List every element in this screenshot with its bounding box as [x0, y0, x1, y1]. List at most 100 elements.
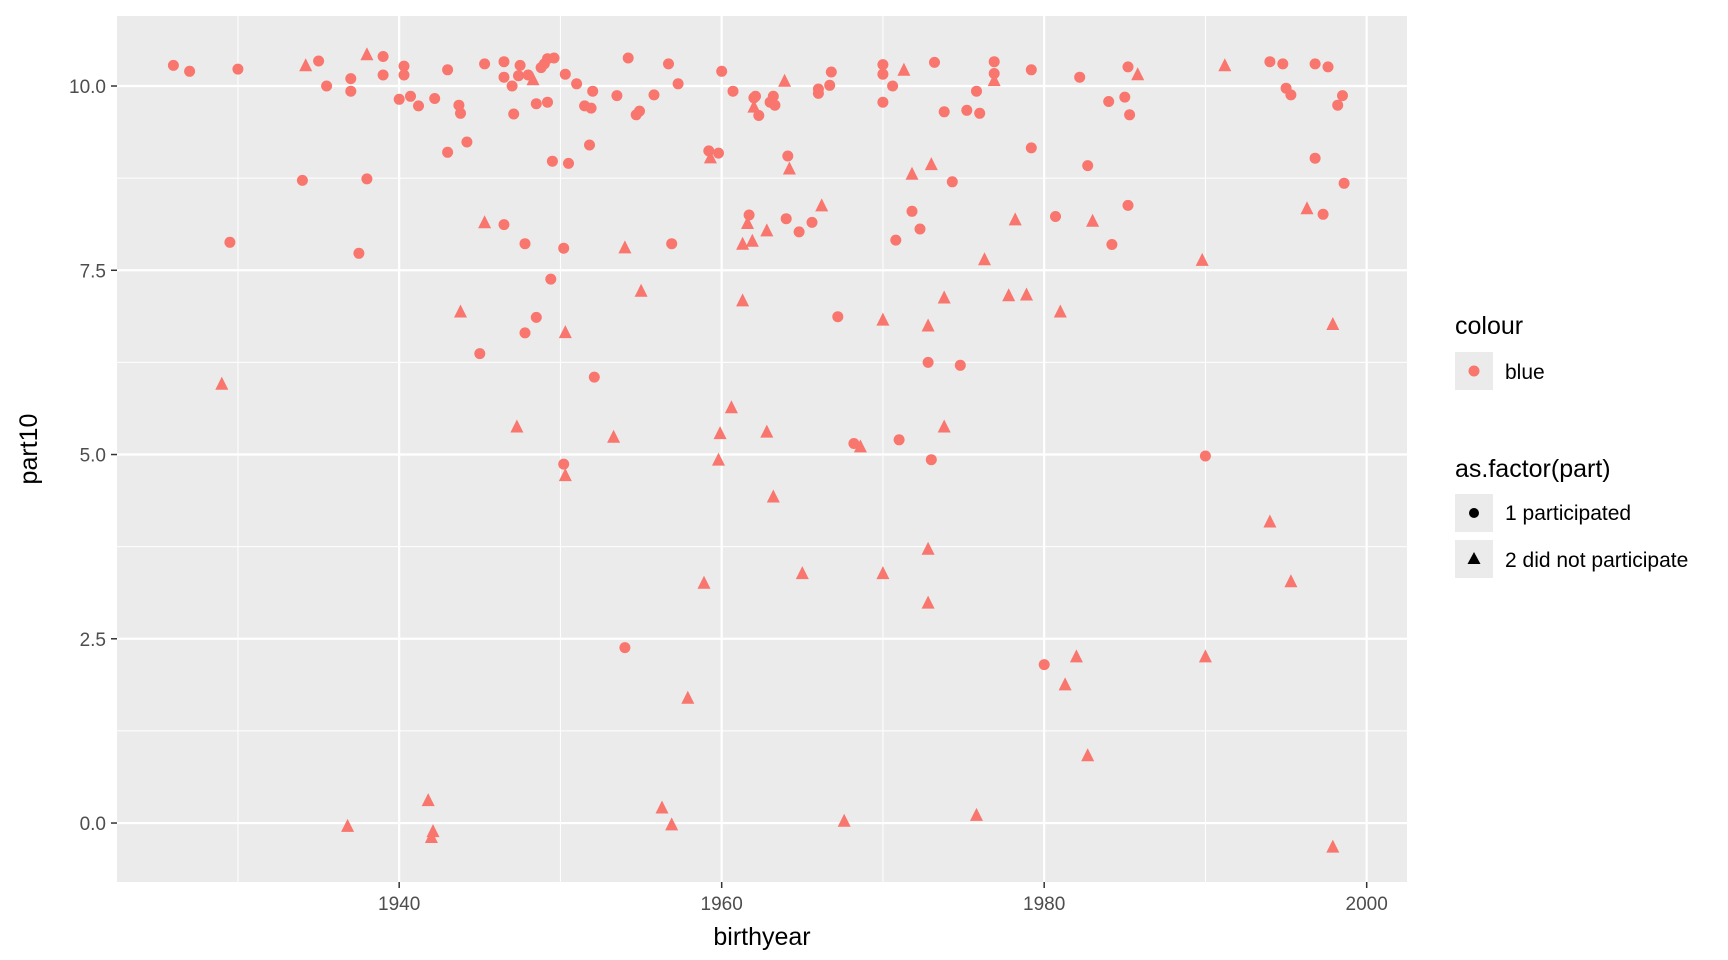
data-points [167, 47, 1350, 853]
data-point-triangle [937, 290, 951, 304]
y-tick-label: 5.0 [80, 446, 106, 467]
data-point-circle [806, 216, 818, 228]
data-point-circle [925, 454, 937, 466]
data-point-circle [558, 458, 570, 470]
data-point-triangle [1058, 677, 1072, 691]
y-tick-label: 2.5 [80, 630, 106, 651]
data-point-circle [393, 93, 405, 105]
data-point-triangle [558, 325, 572, 339]
data-point-circle [961, 104, 973, 116]
data-point-circle [887, 80, 899, 92]
legend-label-did-not-participate: 2 did not participate [1505, 549, 1688, 572]
data-point-triangle [478, 215, 492, 229]
data-point-circle [167, 59, 179, 71]
data-point-circle [974, 107, 986, 119]
data-point-circle [1338, 177, 1350, 189]
data-point-triangle [299, 58, 313, 72]
data-point-circle [634, 105, 645, 117]
data-point-triangle [837, 813, 851, 827]
data-point-circle [663, 58, 674, 70]
data-point-circle [1309, 152, 1321, 164]
x-axis-title: birthyear [713, 923, 810, 951]
data-point-circle [571, 78, 583, 90]
data-point-circle [648, 89, 660, 101]
data-point-circle [479, 58, 491, 70]
data-point-circle [619, 642, 631, 654]
data-point-circle [666, 238, 678, 250]
data-point-circle [825, 66, 837, 78]
x-tick-label: 1940 [378, 894, 420, 915]
data-point-triangle [905, 166, 919, 180]
data-point-circle [558, 242, 570, 254]
data-point-circle [743, 209, 755, 221]
data-point-triangle [1002, 288, 1016, 302]
data-point-circle [513, 70, 524, 82]
data-point-circle [848, 438, 860, 449]
data-point-circle [767, 90, 779, 102]
data-point-triangle [1008, 212, 1022, 226]
legend-key-triangle [1467, 552, 1481, 564]
data-point-circle [442, 64, 454, 76]
axis-ticks [111, 85, 1368, 888]
data-point-triangle [712, 452, 725, 466]
data-point-triangle [1326, 839, 1340, 853]
data-point-circle [405, 90, 416, 102]
data-point-triangle [1081, 748, 1095, 762]
data-point-circle [313, 55, 325, 67]
data-point-circle [442, 146, 454, 158]
x-tick-label: 1980 [1023, 894, 1065, 915]
data-point-triangle [1020, 287, 1033, 301]
data-point-triangle [853, 439, 867, 453]
data-point-circle [519, 327, 531, 339]
data-point-triangle [978, 252, 991, 266]
data-point-circle [474, 348, 486, 360]
data-point-circle [584, 139, 595, 151]
data-point-triangle [360, 47, 374, 61]
data-point-triangle [921, 318, 935, 332]
data-point-triangle [766, 489, 780, 503]
data-point-triangle [741, 216, 754, 229]
data-point-circle [906, 205, 918, 217]
data-point-circle [1124, 109, 1136, 121]
data-point-circle [938, 106, 950, 118]
data-point-triangle [782, 161, 796, 175]
legend-label-blue: blue [1505, 361, 1545, 384]
data-point-triangle [1069, 649, 1083, 663]
data-point-circle [1106, 239, 1118, 250]
data-point-circle [672, 78, 684, 90]
data-point-circle [1122, 61, 1134, 73]
data-point-triangle [736, 293, 750, 307]
data-point-circle [1332, 99, 1344, 111]
data-point-circle [498, 219, 510, 231]
data-point-circle [946, 176, 958, 188]
data-point-triangle [736, 236, 750, 250]
y-axis-title: part10 [15, 414, 43, 485]
data-point-circle [345, 73, 357, 85]
data-point-circle [455, 107, 466, 119]
data-point-triangle [607, 429, 621, 443]
legend: colour blue as.factor(part) 1 participat… [1455, 312, 1688, 578]
data-point-circle [914, 223, 926, 235]
data-point-circle [1317, 208, 1329, 220]
data-point-triangle [876, 566, 890, 580]
data-point-triangle [1326, 317, 1340, 330]
data-point-triangle [341, 818, 355, 832]
data-point-circle [1264, 56, 1276, 68]
data-point-circle [971, 85, 982, 97]
data-point-triangle [745, 233, 759, 247]
data-point-circle [877, 96, 889, 108]
data-point-circle [753, 110, 765, 121]
data-point-circle [184, 65, 196, 77]
data-point-circle [508, 108, 520, 120]
data-point-circle [563, 157, 574, 169]
data-point-circle [893, 434, 905, 446]
data-point-triangle [1263, 514, 1277, 528]
minor-gridlines [117, 16, 1407, 882]
data-point-circle [530, 98, 542, 110]
data-point-circle [713, 147, 724, 159]
data-point-circle [1277, 58, 1289, 70]
data-point-circle [498, 71, 510, 83]
data-point-triangle [778, 73, 792, 87]
x-tick-label: 2000 [1346, 894, 1388, 915]
